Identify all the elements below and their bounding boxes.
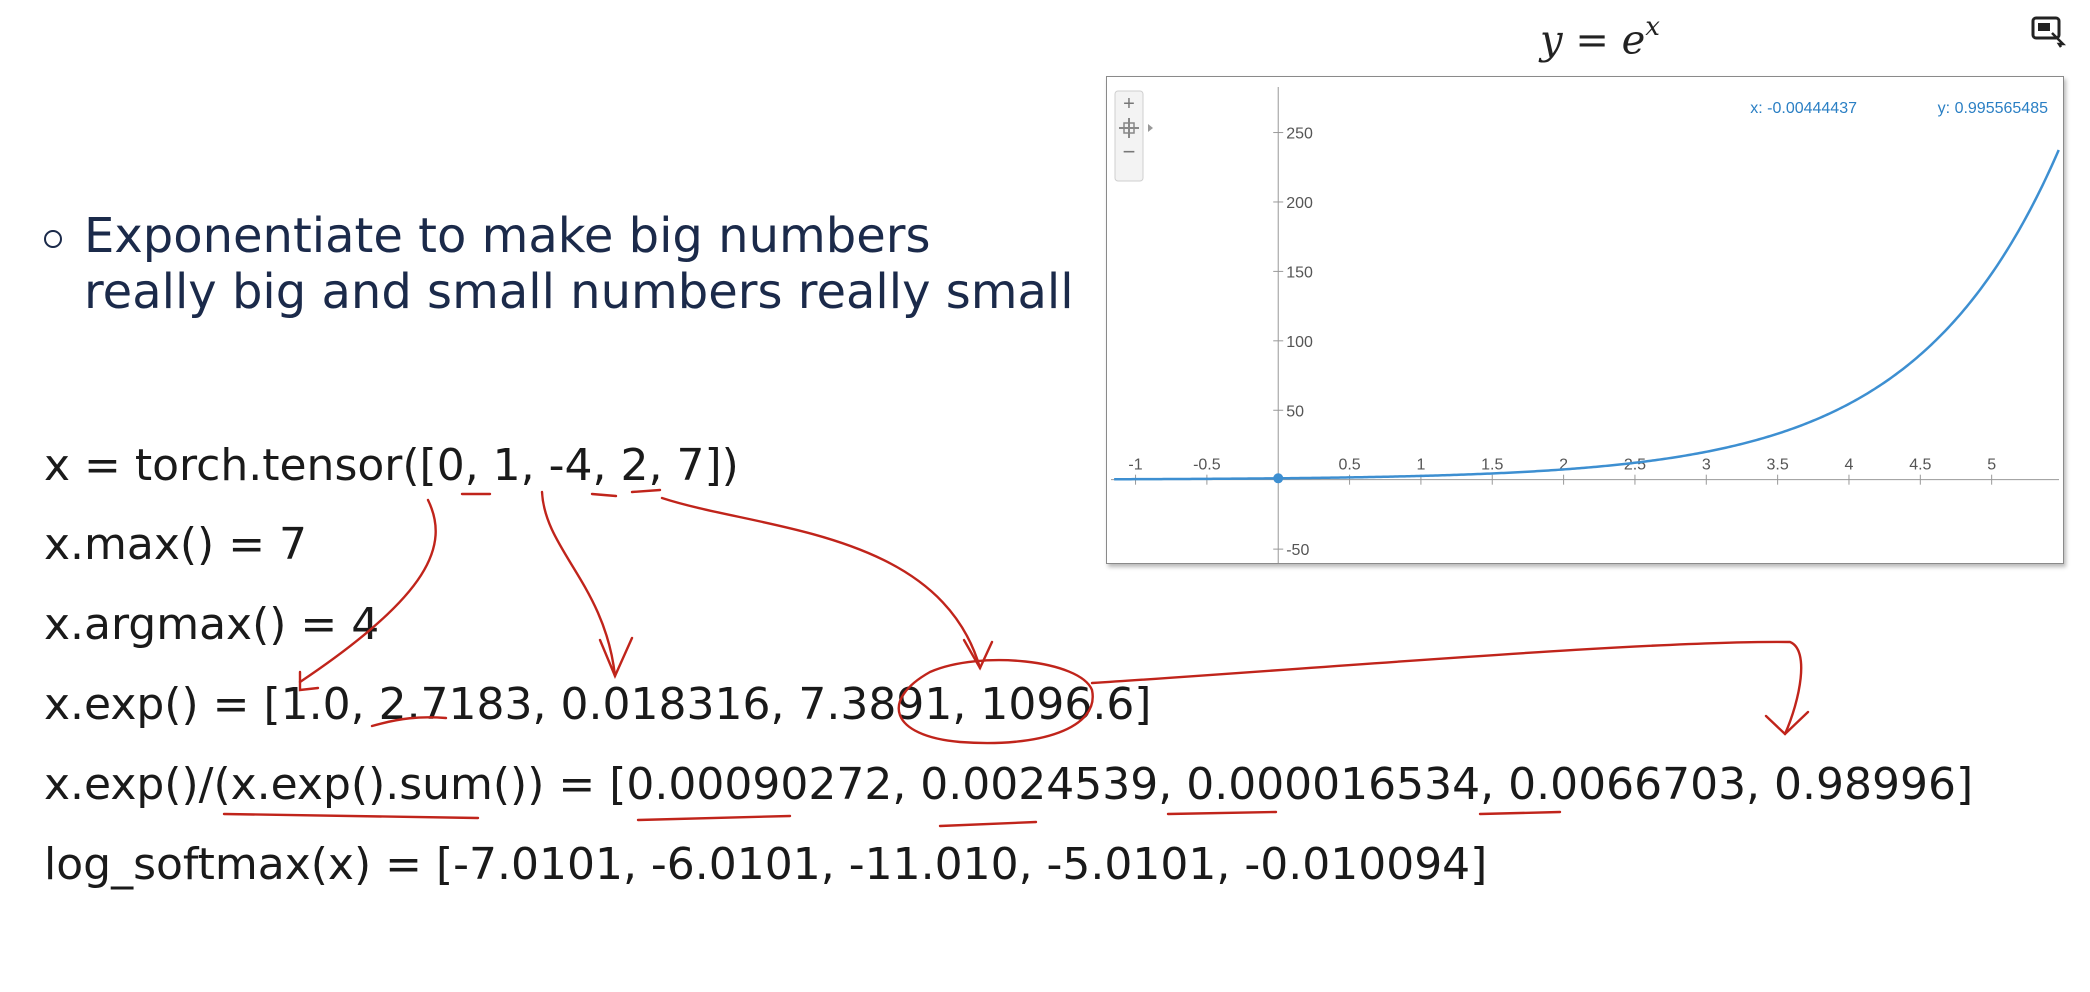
chart-ticks: -1 -0.5 0.5 1 1.5 2 2.5 3 3.5 4 4.5 5 -50 50 100 150 200… [1128, 126, 1996, 560]
x-tick-label: 4.5 [1909, 457, 1931, 474]
graph-title-base: y = e [1540, 17, 1646, 64]
pan-icon[interactable] [1119, 118, 1139, 138]
x-tick-label: 1 [1416, 457, 1425, 474]
code-line-argmax: x.argmax() = 4 [44, 599, 380, 650]
x-tick-label: -0.5 [1193, 457, 1221, 474]
graph-title: y = ex [1500, 12, 1700, 64]
x-tick-label: 2 [1559, 457, 1568, 474]
x-tick-label: 5 [1987, 457, 1996, 474]
annotation-mark-two [590, 492, 618, 498]
highlight-point[interactable] [1273, 473, 1284, 484]
x-tick-label: 3.5 [1767, 457, 1789, 474]
bullet-circle-icon [44, 230, 62, 248]
y-tick-label: 150 [1286, 264, 1313, 281]
code-line-max: x.max() = 7 [44, 519, 308, 570]
x-tick-label: 0.5 [1338, 457, 1360, 474]
code-line-softmax: x.exp()/(x.exp().sum()) = [0.00090272, 0… [44, 759, 1974, 810]
graph-title-exponent: x [1645, 12, 1660, 42]
annotation-arrowhead-softmax [1764, 710, 1810, 736]
annotation-underline-val2 [938, 820, 1038, 828]
annotation-arrow-seven [660, 496, 982, 670]
exp-chart: -1 -0.5 0.5 1 1.5 2 2.5 3 3.5 4 4.5 5 -50 50 100 150 200… [1111, 87, 2060, 563]
bullet-line-1: Exponentiate to make big numbers [84, 208, 931, 264]
x-tick-label: 1.5 [1481, 457, 1503, 474]
graph-panel[interactable]: -1 -0.5 0.5 1 1.5 2 2.5 3 3.5 4 4.5 5 -50 50 100 150 200… [1106, 76, 2064, 564]
y-tick-label: -50 [1286, 542, 1309, 559]
y-tick-label: 100 [1286, 334, 1313, 351]
annotation-arrow-softmax [1090, 640, 1803, 736]
annotation-underline-val1 [636, 814, 792, 822]
annotation-arrow-neg4 [540, 490, 617, 678]
annotation-underline-val3 [1166, 810, 1278, 816]
exp-curve [1114, 149, 2060, 481]
annotation-arrow-zero [298, 498, 437, 684]
screen-capture-icon[interactable] [2030, 14, 2066, 48]
annotation-underline-val4 [1478, 810, 1562, 816]
x-tick-label: 3 [1702, 457, 1711, 474]
zoom-out-button[interactable]: − [1123, 139, 1136, 164]
code-line-tensor: x = torch.tensor([0, 1, -4, 2, 7]) [44, 440, 739, 491]
code-line-exp: x.exp() = [1.0, 2.7183, 0.018316, 7.3891… [44, 679, 1152, 730]
x-tick-label: -1 [1128, 457, 1142, 474]
readout-y: y: 0.995565485 [1938, 100, 2048, 117]
annotation-arrowhead-seven [962, 638, 994, 671]
y-tick-label: 200 [1286, 195, 1313, 212]
zoom-in-button[interactable]: + [1123, 93, 1135, 115]
bullet-line-2: really big and small numbers really smal… [84, 264, 1074, 320]
chart-axes [1111, 87, 2059, 563]
annotation-underline-sum [222, 812, 480, 820]
x-tick-label: 2.5 [1624, 457, 1646, 474]
code-line-log-softmax: log_softmax(x) = [-7.0101, -6.0101, -11.… [44, 839, 1488, 890]
graph-controls: + − [1114, 90, 1153, 182]
readout-x: x: -0.00444437 [1750, 100, 1857, 117]
pan-arrow-icon[interactable] [1148, 124, 1153, 132]
annotation-arrowhead-neg4 [598, 636, 634, 680]
y-tick-label: 50 [1286, 403, 1304, 420]
y-tick-label: 250 [1286, 126, 1313, 143]
x-tick-label: 4 [1845, 457, 1854, 474]
